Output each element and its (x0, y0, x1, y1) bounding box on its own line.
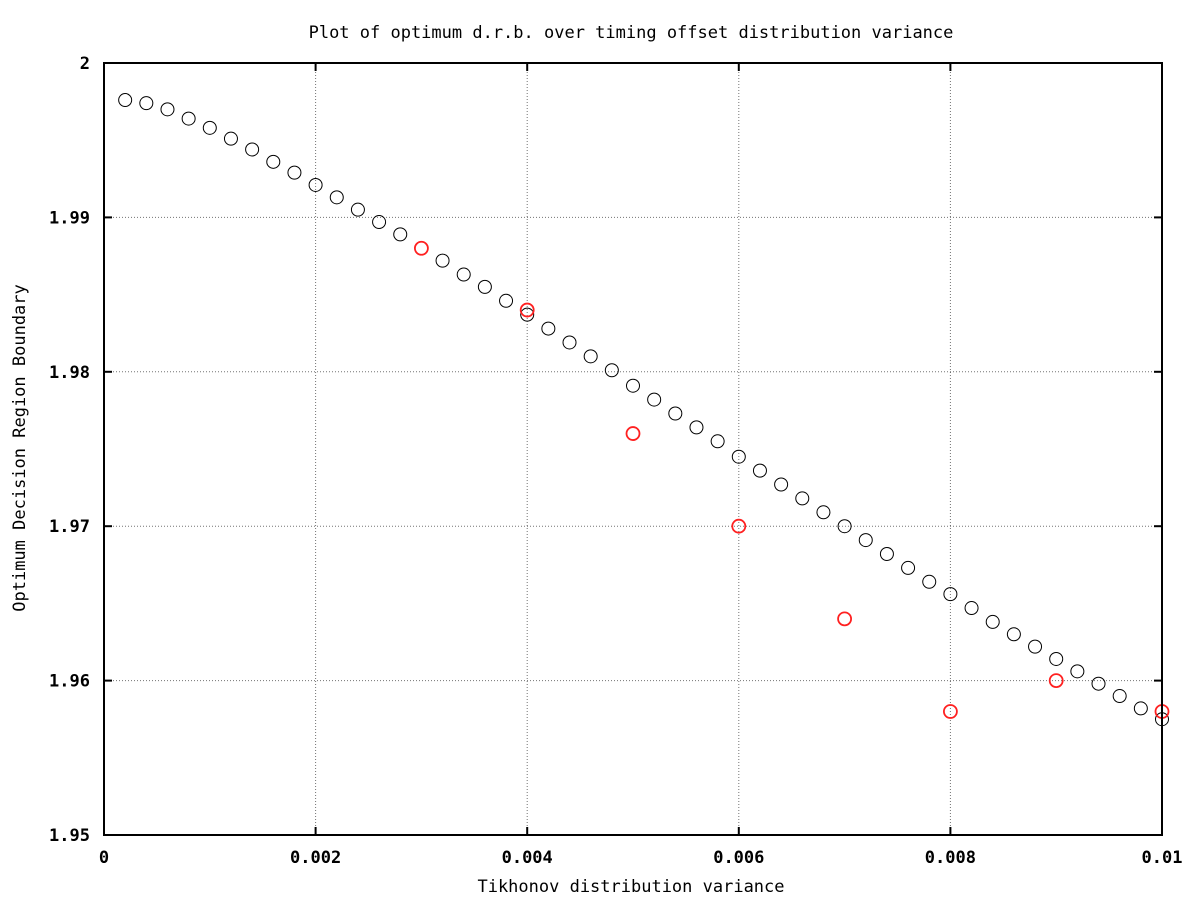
data-point (413, 240, 429, 256)
data-point (1070, 664, 1085, 679)
data-point (118, 93, 133, 108)
data-point (731, 449, 746, 464)
data-point (879, 546, 894, 561)
data-point (139, 96, 154, 111)
data-point (647, 392, 662, 407)
data-points (118, 93, 1170, 727)
data-point (901, 560, 916, 575)
data-point (752, 463, 767, 478)
data-point (520, 307, 535, 322)
data-point (499, 293, 514, 308)
data-point (202, 120, 217, 135)
data-point (668, 406, 683, 421)
data-point (308, 177, 323, 192)
data-point (160, 102, 175, 117)
data-point (774, 477, 789, 492)
data-point (1112, 689, 1127, 704)
data-point (223, 131, 238, 146)
y-tick-label: 2 (80, 54, 90, 74)
data-point (519, 302, 535, 318)
series-1 (413, 240, 1170, 719)
data-point (625, 426, 641, 441)
data-point (350, 202, 365, 217)
data-point (1091, 676, 1106, 691)
data-point (795, 491, 810, 506)
data-point (626, 378, 640, 393)
data-point (731, 518, 747, 534)
data-point (583, 349, 598, 364)
y-tick-label: 1.98 (49, 363, 90, 383)
x-tick-label: 0.008 (925, 848, 976, 868)
data-point (858, 533, 873, 548)
data-point (1028, 639, 1043, 654)
data-point (604, 363, 619, 378)
data-point (922, 574, 937, 589)
y-axis-label: Optimum Decision Region Boundary (10, 284, 30, 612)
data-point (943, 704, 958, 719)
data-point (1006, 627, 1021, 642)
plot-frame (103, 62, 1163, 836)
grid (104, 63, 1162, 835)
x-tick-label: 0.004 (502, 848, 553, 868)
data-point (837, 611, 852, 627)
data-point (456, 267, 471, 282)
y-tick-label: 1.95 (49, 826, 90, 846)
data-point (541, 321, 556, 336)
data-point (1049, 651, 1064, 666)
data-point (562, 335, 577, 350)
series-0 (118, 93, 1169, 727)
x-tick-label: 0.01 (1142, 848, 1183, 868)
data-point (372, 215, 387, 230)
data-point (985, 614, 1000, 629)
data-point (435, 253, 450, 268)
data-point (393, 227, 408, 242)
data-point (266, 154, 281, 169)
data-point (477, 279, 492, 294)
x-axis-label: Tikhonov distribution variance (477, 877, 784, 897)
data-point (837, 519, 852, 534)
y-tick-label: 1.96 (49, 672, 90, 692)
y-tick-label: 1.97 (49, 517, 90, 537)
data-point (245, 142, 260, 157)
data-point (181, 111, 196, 126)
x-tick-label: 0 (99, 848, 109, 868)
data-point (964, 601, 979, 616)
x-tick-label: 0.002 (290, 848, 341, 868)
data-point (689, 420, 704, 435)
data-point (329, 190, 344, 205)
data-point (287, 165, 302, 180)
axis-ticks: 0 0.002 0.004 0.006 0.008 0.01 1.95 1.96 1.97 1.9… (49, 54, 1182, 868)
data-point (1133, 701, 1148, 716)
y-tick-label: 1.99 (49, 208, 90, 228)
data-point (1048, 673, 1064, 688)
data-point (816, 505, 831, 520)
data-point (943, 587, 958, 602)
chart-title: Plot of optimum d.r.b. over timing offse… (309, 23, 954, 43)
x-tick-label: 0.006 (713, 848, 764, 868)
data-point (710, 434, 725, 449)
